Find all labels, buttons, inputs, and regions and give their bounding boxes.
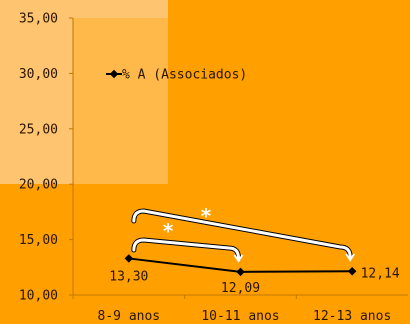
y-tick-label: 20,00	[19, 178, 58, 193]
data-point-marker	[236, 267, 245, 277]
legend-marker	[109, 69, 119, 79]
data-label: 12,14	[361, 266, 400, 281]
data-label: 12,09	[221, 281, 260, 296]
x-tick-label: 8-9 anos	[98, 309, 161, 324]
data-label: 13,30	[109, 269, 148, 284]
significance-star: *	[163, 219, 174, 243]
y-tick-label: 35,00	[19, 12, 58, 27]
legend-label: % A (Associados)	[122, 68, 247, 83]
significance-bracket	[132, 209, 352, 259]
x-tick-label: 10-11 anos	[201, 309, 279, 324]
y-tick-label: 30,00	[19, 67, 58, 82]
data-point-marker	[124, 254, 134, 263]
y-tick-label: 15,00	[19, 233, 58, 248]
significance-star: *	[201, 204, 212, 228]
highlight-plot-area	[73, 18, 168, 184]
x-tick-label: 12-13 anos	[313, 309, 391, 324]
data-point-marker	[347, 267, 357, 276]
y-tick-label: 10,00	[19, 289, 58, 304]
significance-bracket	[132, 238, 240, 260]
bracket-arrowhead	[233, 254, 244, 263]
bracket-arrowhead	[345, 253, 355, 262]
y-tick-label: 25,00	[19, 122, 58, 137]
